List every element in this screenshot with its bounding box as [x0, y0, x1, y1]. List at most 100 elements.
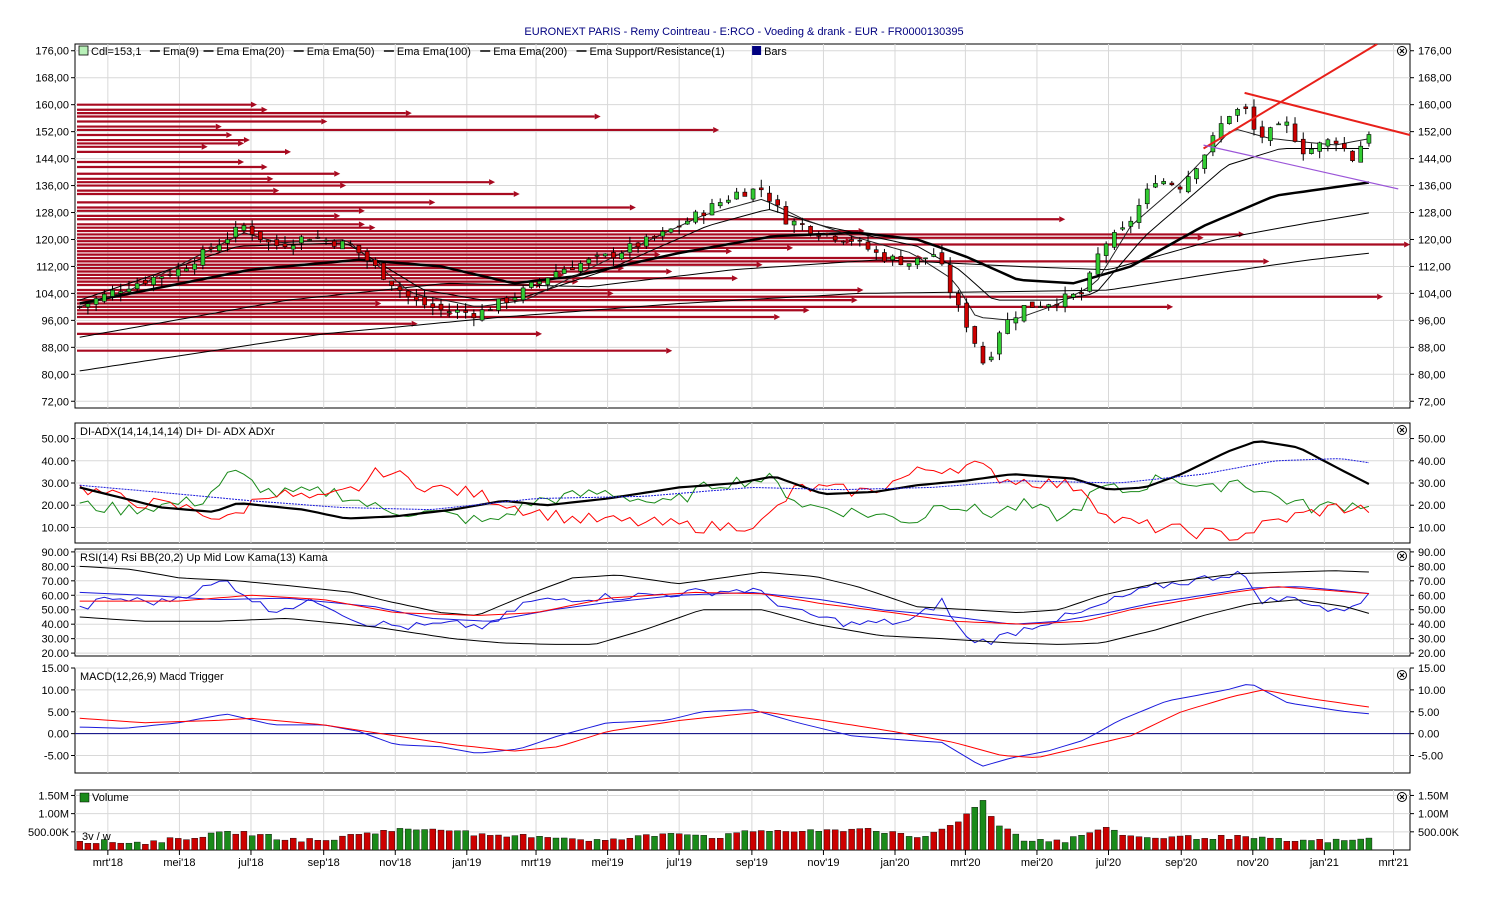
volume-bar: [1053, 839, 1061, 851]
volume-bar: [1094, 829, 1102, 851]
y-tick-label-left: 10.00: [41, 685, 69, 697]
candle: [1350, 150, 1355, 161]
candle: [742, 191, 748, 197]
macd-plot: [75, 684, 1410, 767]
volume-bar: [166, 837, 174, 851]
close-icon[interactable]: [1397, 551, 1407, 561]
sr-arrow: [267, 175, 274, 182]
candle: [340, 240, 345, 250]
volume-bar: [667, 833, 675, 851]
candle: [561, 268, 567, 274]
candle: [676, 225, 682, 228]
y-tick-label-right: 40.00: [1418, 619, 1446, 631]
y-tick-label-left: 40.00: [41, 456, 69, 468]
volume-legend-swatch: [79, 792, 90, 803]
candle: [964, 302, 969, 328]
volume-bar: [339, 835, 346, 851]
volume-bar: [1201, 838, 1208, 851]
volume-bar: [413, 829, 420, 851]
volume-bar: [626, 838, 634, 851]
sr-arrow: [787, 244, 794, 251]
candle: [414, 296, 419, 301]
panel-price-frame: [74, 43, 1411, 409]
volume-bar: [273, 839, 280, 851]
close-icon[interactable]: [1397, 670, 1407, 680]
series-di--line: [79, 460, 1370, 541]
candle: [266, 239, 271, 243]
candle: [331, 240, 337, 247]
series-adxr-line: [79, 458, 1369, 511]
trendline: [1244, 91, 1410, 136]
y-tick-label-left: 144,00: [35, 154, 69, 166]
candle: [693, 211, 698, 223]
close-icon[interactable]: [1397, 792, 1407, 802]
volume-bar: [560, 837, 568, 851]
x-tick-label: jan'19: [451, 857, 481, 869]
close-icon-x: [1399, 427, 1405, 433]
y-tick-label-left: 80.00: [41, 561, 69, 573]
volume-mark-label: 3v / w: [82, 831, 111, 843]
candle: [660, 231, 666, 237]
candle: [77, 306, 82, 308]
candle: [1095, 253, 1101, 275]
legend-label: Ema Ema(50): [307, 46, 375, 58]
volume-bar: [1250, 838, 1258, 851]
candle: [857, 239, 863, 242]
candle: [143, 279, 148, 284]
candle: [1309, 148, 1314, 154]
volume-bar: [289, 837, 297, 851]
volume-bar: [1332, 838, 1340, 851]
candle: [1038, 306, 1043, 308]
volume-bar: [404, 828, 412, 851]
volume-bar: [454, 830, 461, 851]
y-tick-label-left: 120,00: [35, 234, 69, 246]
volume-bar: [766, 831, 773, 851]
sr-arrow: [243, 137, 250, 144]
y-tick-label-left: 70.00: [41, 576, 69, 588]
y-tick-label-right: 50.00: [1418, 434, 1446, 446]
candle: [800, 223, 805, 225]
volume-bar: [281, 839, 289, 851]
y-tick-label-right: 112,00: [1418, 261, 1451, 273]
volume-bar: [684, 834, 691, 851]
y-tick-label-left: 60.00: [41, 590, 69, 602]
candle: [750, 188, 756, 200]
candle: [849, 239, 854, 242]
y-tick-label-left: 160,00: [35, 100, 69, 112]
candle: [1087, 272, 1093, 292]
volume-bar: [922, 836, 929, 851]
volume-bar: [610, 838, 617, 851]
y-tick-label-right: 128,00: [1418, 208, 1452, 220]
volume-bar: [1341, 840, 1348, 851]
candle: [914, 258, 920, 266]
y-tick-label-right: 168,00: [1418, 73, 1452, 85]
close-icon[interactable]: [1397, 46, 1407, 56]
y-tick-label-right: 20.00: [1418, 500, 1446, 512]
series-adx-line: [79, 440, 1370, 520]
volume-bar: [536, 836, 543, 851]
candle: [225, 239, 230, 244]
volume-bar: [1283, 841, 1291, 851]
sr-arrow: [1404, 241, 1410, 248]
candle: [1218, 123, 1224, 139]
volume-bar: [1135, 836, 1143, 851]
x-tick-label: mrt'21: [1378, 857, 1408, 869]
sr-arrow: [857, 287, 864, 294]
x-tick-label: mei'18: [163, 857, 195, 869]
volume-bar: [946, 825, 954, 851]
volume-bar: [1242, 836, 1249, 851]
candle: [685, 220, 690, 225]
volume-bar: [240, 831, 248, 851]
sr-arrow: [226, 132, 233, 138]
candle: [586, 258, 592, 264]
volume-bar: [1029, 840, 1036, 851]
y-tick-label-left: 1.50M: [38, 790, 69, 802]
volume-bar: [1316, 839, 1323, 851]
y-tick-label-left: 90.00: [41, 547, 69, 559]
candle: [1054, 303, 1060, 306]
candle: [299, 236, 304, 244]
candle: [537, 281, 542, 285]
volume-bar: [955, 821, 962, 851]
ema-line-ema20: [79, 148, 1369, 301]
close-icon[interactable]: [1397, 425, 1407, 435]
